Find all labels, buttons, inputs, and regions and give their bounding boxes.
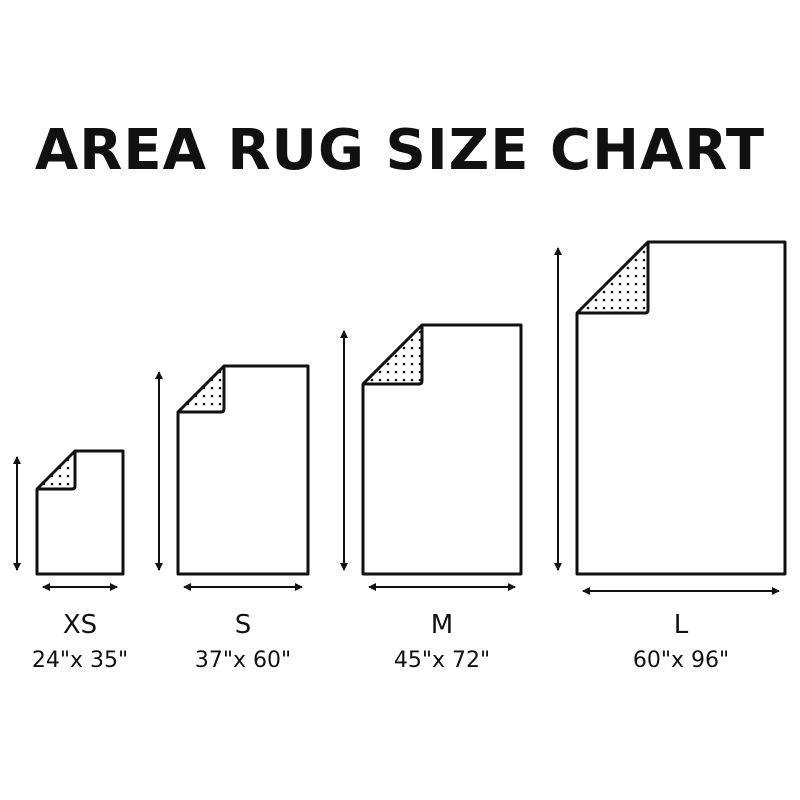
size-label: XS xyxy=(62,610,98,640)
folded-corner-edge xyxy=(37,451,77,491)
folded-corner-dots xyxy=(178,366,224,412)
size-label: L xyxy=(673,610,689,640)
dimensions-label: 60"x 96" xyxy=(632,648,730,673)
rug-outline-s xyxy=(176,364,310,576)
dimensions-label: 45"x 72" xyxy=(393,648,491,673)
folded-corner-dots xyxy=(37,451,75,489)
rug-outline-xs xyxy=(35,449,125,576)
folded-corner-dots xyxy=(363,325,422,384)
folded-corner-edge xyxy=(577,242,650,315)
dimensions-label: 24"x 35" xyxy=(31,648,129,673)
size-label: M xyxy=(430,610,454,640)
size-label: S xyxy=(234,610,252,640)
folded-corner-edge xyxy=(363,325,424,386)
folded-corner-dots xyxy=(577,242,648,313)
folded-corner-edge xyxy=(178,366,226,414)
chart-title: AREA RUG SIZE CHART xyxy=(34,118,766,183)
dimensions-label: 37"x 60" xyxy=(194,648,292,673)
